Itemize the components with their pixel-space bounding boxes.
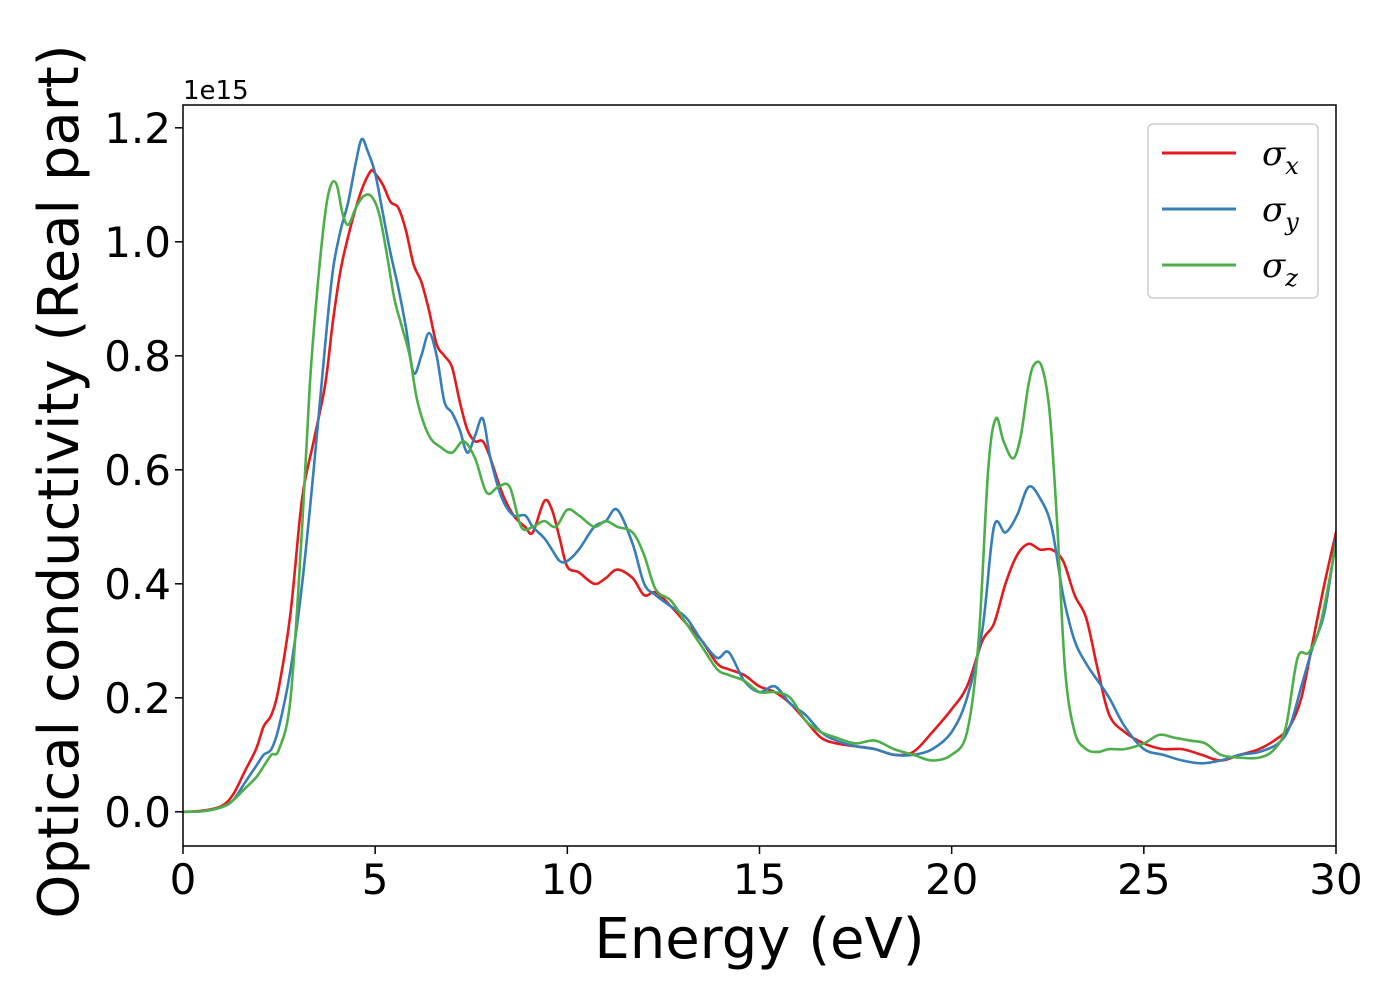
legend-label-subscript: x xyxy=(1285,152,1299,180)
x-tick-label: 0 xyxy=(170,855,197,904)
y-tick-label: 0.8 xyxy=(104,332,171,381)
y-tick-label: 0.4 xyxy=(104,560,171,609)
y-tick-label: 0.2 xyxy=(104,674,171,723)
legend-label-y: σy xyxy=(1262,190,1299,236)
legend-label-z: σz xyxy=(1262,246,1298,292)
x-tick-label: 25 xyxy=(1117,855,1170,904)
x-axis-ticks: 0 5 10 15 20 25 30 xyxy=(170,846,1363,904)
plot-area xyxy=(183,105,1336,846)
y-tick-label: 0.6 xyxy=(104,446,171,495)
series-line-z xyxy=(183,179,1336,814)
legend-label-x: σx xyxy=(1262,134,1299,180)
series-layer xyxy=(183,137,1336,814)
x-tick-label: 30 xyxy=(1309,855,1362,904)
x-tick-label: 15 xyxy=(733,855,786,904)
series-line-y xyxy=(183,137,1336,814)
y-axis-offset-label: 1e15 xyxy=(183,76,249,106)
y-tick-label: 1.2 xyxy=(104,104,171,153)
legend-box xyxy=(1147,123,1319,299)
y-tick-label: 1.0 xyxy=(104,218,171,267)
x-tick-label: 5 xyxy=(362,855,389,904)
x-axis-title: Energy (eV) xyxy=(594,907,924,972)
y-tick-label: 0.0 xyxy=(104,788,171,837)
x-tick-label: 10 xyxy=(541,855,594,904)
legend-label-base: σ xyxy=(1262,190,1286,230)
y-axis-ticks: 0.0 0.2 0.4 0.6 0.8 1.0 1.2 xyxy=(104,104,183,837)
legend-label-base: σ xyxy=(1262,246,1286,286)
legend-label-base: σ xyxy=(1262,134,1286,174)
legend-label-subscript: z xyxy=(1284,264,1298,292)
series-line-x xyxy=(183,168,1336,814)
x-tick-label: 20 xyxy=(925,855,978,904)
legend-label-subscript: y xyxy=(1284,208,1299,236)
y-axis-title: Optical conductivity (Real part) xyxy=(27,44,92,918)
